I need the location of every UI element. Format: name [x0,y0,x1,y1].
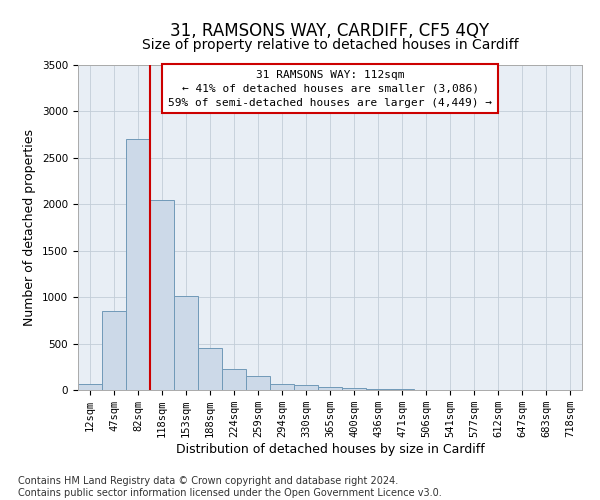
Bar [174,296,198,390]
Y-axis label: Number of detached properties: Number of detached properties [23,129,37,326]
Bar [246,376,270,390]
Bar [102,311,126,390]
Bar [366,388,390,390]
Bar [150,200,174,390]
Text: 31 RAMSONS WAY: 112sqm
← 41% of detached houses are smaller (3,086)
59% of semi-: 31 RAMSONS WAY: 112sqm ← 41% of detached… [168,70,492,108]
Bar [294,386,318,390]
Bar [270,384,294,390]
Bar [342,388,366,390]
Text: Size of property relative to detached houses in Cardiff: Size of property relative to detached ho… [142,38,518,52]
Bar [222,368,246,390]
Bar [318,387,342,390]
Text: Contains HM Land Registry data © Crown copyright and database right 2024.
Contai: Contains HM Land Registry data © Crown c… [18,476,442,498]
Bar [198,348,222,390]
Text: 31, RAMSONS WAY, CARDIFF, CF5 4QY: 31, RAMSONS WAY, CARDIFF, CF5 4QY [170,22,490,40]
Bar [78,384,102,390]
Bar [126,140,150,390]
X-axis label: Distribution of detached houses by size in Cardiff: Distribution of detached houses by size … [176,443,484,456]
